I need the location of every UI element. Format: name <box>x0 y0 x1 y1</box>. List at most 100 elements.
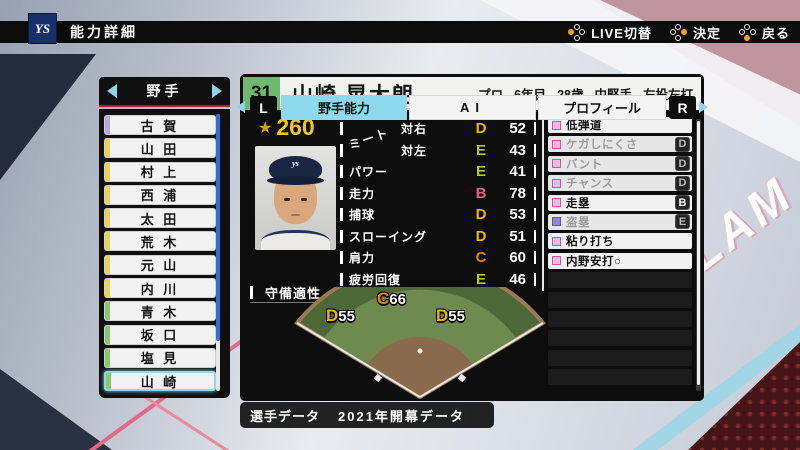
tick-icon <box>534 143 536 157</box>
ability-row: ケガしにくさ D <box>548 136 692 153</box>
left-field-rating: D 55 <box>326 306 355 325</box>
list-item[interactable]: 荒 木 <box>104 231 216 252</box>
section-underline <box>250 302 338 303</box>
ability-grade-badge: D <box>675 175 690 191</box>
button-hints: LIVE切替 決定 戻る <box>568 23 790 42</box>
fielding-section-header: 守備適性 <box>250 283 321 302</box>
photo-eye <box>284 198 290 201</box>
tab-next-arrow-icon[interactable] <box>699 101 708 113</box>
photo-jersey <box>261 230 330 250</box>
ability-row: 走塁 B <box>548 194 692 211</box>
list-item-selected[interactable]: 山 崎 <box>104 371 216 392</box>
special-abilities-list: 低弾道 ケガしにくさ D バント D チャンス D 走塁 B 盗塁 E 粘り打ち 内野安打… <box>548 117 692 388</box>
right-bumper[interactable]: R <box>669 96 696 119</box>
ability-empty-row <box>548 291 692 308</box>
player-list-scrollbar[interactable] <box>216 114 220 391</box>
player-name: 荒 木 <box>140 234 180 250</box>
ability-row: チャンス D <box>548 175 692 192</box>
photo-cap-brim <box>267 176 324 185</box>
player-name: 西 浦 <box>140 188 180 204</box>
category-next-arrow-icon[interactable] <box>212 84 222 98</box>
list-item[interactable]: 太 田 <box>104 208 216 229</box>
confirm-button[interactable]: 決定 <box>669 23 721 42</box>
data-source-value: 2021年開幕データ <box>338 408 465 424</box>
tab-profile[interactable]: プロフィール <box>538 95 666 120</box>
list-item[interactable]: 山 田 <box>104 138 216 159</box>
ability-panel: 31 山崎 晃大朗 プロ 6年目 28歳 中堅手 左投左打 ★ 260 ys ミ… <box>240 74 704 401</box>
stat-row: 走力 B 78 <box>340 183 570 205</box>
tick-icon <box>340 122 343 136</box>
list-item[interactable]: 内 川 <box>104 278 216 299</box>
stat-row: 肩力 C 60 <box>340 247 570 269</box>
player-name: 元 山 <box>140 258 180 274</box>
ability-grade-badge: B <box>675 195 690 211</box>
abilities-scrollbar[interactable] <box>696 119 701 391</box>
ability-square-icon <box>552 198 561 208</box>
overall-rating: ★ 260 <box>258 114 315 141</box>
screen-title: 能力詳細 <box>70 24 138 40</box>
stat-row: パワー E 41 <box>340 161 570 183</box>
player-name: 古 賀 <box>140 118 180 134</box>
top-bar: YS 能力詳細 LIVE切替 決定 戻る <box>0 14 800 43</box>
list-item[interactable]: 西 浦 <box>104 184 216 205</box>
tab-prev-arrow-icon[interactable] <box>236 101 245 113</box>
tick-icon <box>340 143 343 157</box>
fielding-section-label: 守備適性 <box>265 286 322 301</box>
tick-icon <box>534 272 536 286</box>
position-stripe <box>105 325 110 344</box>
tick-icon <box>534 229 536 243</box>
player-name: 山 田 <box>140 141 180 157</box>
tick-icon <box>534 208 536 222</box>
player-name: 塩 見 <box>140 351 180 367</box>
photo-eye <box>301 198 307 201</box>
position-stripe <box>105 232 110 251</box>
ability-row: バント D <box>548 155 692 172</box>
ability-square-icon <box>552 139 561 149</box>
position-stripe <box>105 255 110 274</box>
field-diagram <box>294 287 546 399</box>
ability-square-icon <box>552 236 561 246</box>
tab-batter-ability[interactable]: 野手能力 <box>281 95 407 120</box>
live-toggle-button[interactable]: LIVE切替 <box>568 23 652 42</box>
pad-right-button-icon <box>669 23 687 41</box>
cap-logo: ys <box>292 159 299 168</box>
ability-empty-row <box>548 310 692 327</box>
ability-empty-row <box>548 272 692 289</box>
position-stripe <box>105 209 110 228</box>
ability-row: 低弾道 <box>548 117 692 133</box>
tick-icon <box>340 229 343 243</box>
data-source-label: 選手データ <box>250 408 321 424</box>
ability-square-icon <box>552 159 561 169</box>
left-bumper[interactable]: L <box>250 96 277 119</box>
position-stripe <box>105 139 110 158</box>
list-item[interactable]: 村 上 <box>104 161 216 182</box>
center-field-rating: C 66 <box>377 289 406 308</box>
list-item[interactable]: 元 山 <box>104 254 216 275</box>
tick-icon <box>534 165 536 179</box>
data-source-bar: 選手データ 2021年開幕データ <box>240 402 494 428</box>
player-name: 村 上 <box>140 165 180 181</box>
ability-row: 粘り打ち <box>548 233 692 250</box>
tab-bar: L 野手能力 AI プロフィール R <box>0 47 800 120</box>
tick-icon <box>340 165 343 179</box>
list-item[interactable]: 青 木 <box>104 301 216 322</box>
stat-row: 対左 E 43 <box>340 140 570 162</box>
team-logo: YS <box>29 14 56 43</box>
player-name: 内 川 <box>140 281 180 297</box>
list-item[interactable]: 坂 口 <box>104 324 216 345</box>
position-stripe <box>105 348 110 367</box>
tab-ai[interactable]: AI <box>409 95 536 120</box>
scrollbar-thumb[interactable] <box>697 121 700 385</box>
ability-square-icon <box>552 178 561 188</box>
stat-row: スローイング D 51 <box>340 226 570 248</box>
list-item[interactable]: 古 賀 <box>104 115 216 135</box>
stat-row: 捕球 D 53 <box>340 204 570 226</box>
list-item[interactable]: 塩 見 <box>104 347 216 368</box>
scrollbar-thumb[interactable] <box>216 114 220 342</box>
ability-square-icon <box>552 120 561 130</box>
category-prev-arrow-icon[interactable] <box>107 84 117 98</box>
ability-empty-row <box>548 330 692 347</box>
stat-row: 疲労回復 E 46 <box>340 269 570 291</box>
player-name: 太 田 <box>140 211 180 227</box>
back-button[interactable]: 戻る <box>738 23 790 42</box>
